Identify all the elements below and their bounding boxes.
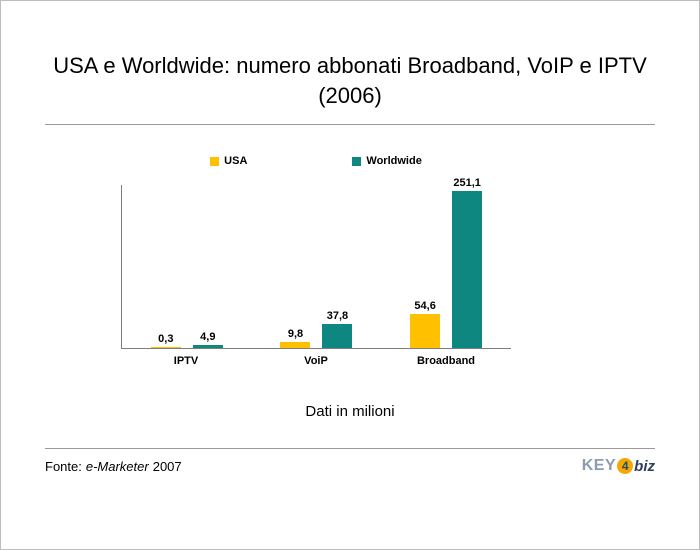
chart: USA Worldwide 0,3 4,9 9,8 37,8 54,6 251,1 IPT…: [121, 155, 511, 367]
source-name: e-Marketer: [85, 458, 149, 474]
bar-worldwide: [322, 324, 353, 349]
legend-label-usa: USA: [224, 155, 248, 168]
bar-value-label: 4,9: [200, 331, 216, 344]
bar-wrap: 251,1: [452, 177, 483, 349]
bar-usa: [150, 347, 181, 349]
bar-wrap: 0,3: [150, 333, 181, 349]
bar-value-label: 9,8: [287, 328, 304, 341]
logo-text-biz: biz: [634, 457, 655, 475]
bar-group-broadband: 54,6 251,1: [410, 177, 483, 349]
bar-usa: [280, 342, 311, 349]
plot-area: 0,3 4,9 9,8 37,8 54,6 251,1: [121, 177, 511, 350]
bar-value-label: 37,8: [326, 310, 349, 323]
bar-worldwide: [452, 191, 483, 349]
legend-swatch-worldwide: [352, 156, 362, 166]
chart-legend: USA Worldwide: [121, 155, 511, 167]
bar-worldwide: [192, 345, 223, 349]
source-text: Fonte: e-Marketer 2007: [45, 459, 186, 474]
bar-wrap: 9,8: [280, 328, 311, 349]
legend-item-worldwide: Worldwide: [352, 155, 422, 168]
footer: Fonte: e-Marketer 2007 KEY 4 biz: [45, 448, 655, 475]
page-title: USA e Worldwide: numero abbonati Broadba…: [1, 51, 699, 110]
bar-group-voip: 9,8 37,8: [280, 310, 353, 349]
bar-wrap: 54,6: [410, 300, 441, 349]
title-line-1: USA e Worldwide: numero abbonati Broadba…: [53, 53, 647, 78]
legend-swatch-usa: [210, 156, 220, 166]
source-prefix: Fonte:: [45, 458, 82, 474]
legend-label-worldwide: Worldwide: [366, 155, 422, 168]
bar-value-label: 0,3: [158, 333, 174, 346]
bar-wrap: 37,8: [322, 310, 353, 349]
bar-wrap: 4,9: [192, 331, 223, 349]
bar-value-label: 54,6: [414, 300, 436, 313]
category-labels: IPTV VoiP Broadband: [121, 355, 511, 367]
category-label-voip: VoiP: [304, 355, 328, 368]
unit-note: Dati in milioni: [305, 403, 395, 421]
logo-text-key: KEY: [581, 457, 617, 475]
logo-four-badge: 4: [617, 458, 634, 475]
category-label-broadband: Broadband: [416, 355, 476, 368]
title-divider: [45, 124, 655, 126]
legend-item-usa: USA: [210, 155, 247, 167]
category-label-iptv: IPTV: [173, 355, 199, 368]
key4biz-logo: KEY 4 biz: [582, 457, 655, 475]
bar-value-label: 251,1: [453, 177, 481, 190]
bar-group-iptv: 0,3 4,9: [150, 331, 223, 349]
source-year: 2007: [152, 458, 182, 474]
title-line-2: (2006): [318, 82, 382, 108]
bar-usa: [410, 314, 441, 349]
